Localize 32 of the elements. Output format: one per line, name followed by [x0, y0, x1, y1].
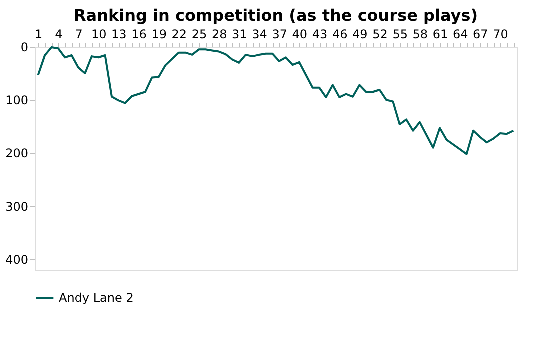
line-series: [37, 46, 515, 156]
x-tick-label: 25: [192, 28, 208, 42]
y-tick-label: 100: [6, 94, 28, 108]
x-tick-label: 52: [372, 28, 388, 42]
x-tick-label: 46: [332, 28, 348, 42]
x-tick-label: 22: [172, 28, 188, 42]
x-tick-label: 4: [55, 28, 63, 42]
x-tick-label: 49: [352, 28, 368, 42]
x-tick-label: 40: [292, 28, 308, 42]
y-tick-label: 0: [20, 40, 28, 54]
x-tick-label: 7: [75, 28, 83, 42]
x-tick-label: 1: [35, 28, 43, 42]
x-tick-label: 16: [132, 28, 147, 42]
y-tick-label: 400: [6, 252, 28, 267]
x-tick-label: 13: [112, 28, 127, 42]
x-tick-label: 43: [312, 28, 328, 42]
x-tick-label: 64: [452, 28, 468, 42]
x-tick-label: 70: [493, 28, 508, 42]
x-tick-label: 10: [91, 28, 107, 42]
chart-title: Ranking in competition (as the course plays): [74, 6, 478, 25]
x-tick-label: 37: [272, 28, 288, 42]
x-tick-label: 58: [412, 28, 428, 42]
y-tick-label: 300: [6, 200, 28, 214]
x-tick-label: 67: [473, 28, 488, 42]
x-tick-label: 31: [232, 28, 248, 42]
x-tick-label: 55: [392, 28, 408, 42]
x-tick-label: 34: [252, 28, 268, 42]
x-tick-label: 61: [432, 28, 448, 42]
y-tick-label: 200: [6, 146, 28, 161]
x-tick-label: 28: [212, 28, 228, 42]
legend-label: Andy Lane 2: [59, 291, 134, 305]
x-tick-label: 19: [152, 28, 167, 42]
